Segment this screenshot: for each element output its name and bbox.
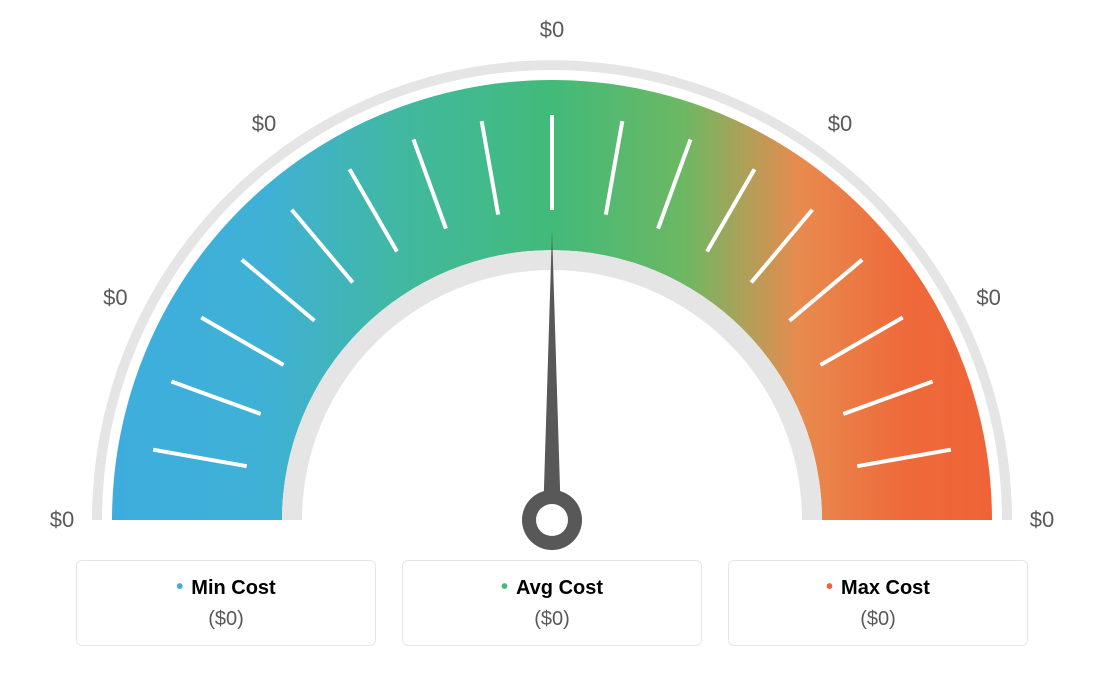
legend-label-avg: Avg Cost [516,577,603,599]
legend-value-min: ($0) [77,608,375,631]
gauge-tick-label: $0 [540,17,564,43]
dot-icon-max: • [826,577,833,597]
legend-label-max: Max Cost [841,577,930,599]
gauge-tick-label: $0 [252,111,276,137]
gauge-chart: $0 $0 $0 $0 $0 $0 $0 [0,0,1104,560]
legend-value-max: ($0) [729,608,1027,631]
dot-icon-min: • [176,577,183,597]
legend-card-avg: • Avg Cost ($0) [402,560,702,646]
gauge-tick-label: $0 [828,111,852,137]
legend-value-avg: ($0) [403,608,701,631]
legend-title-avg: • Avg Cost [403,577,701,600]
gauge-tick-label: $0 [1030,507,1054,533]
legend-title-min: • Min Cost [77,577,375,600]
legend-card-max: • Max Cost ($0) [728,560,1028,646]
gauge-tick-label: $0 [103,285,127,311]
gauge-tick-label: $0 [976,285,1000,311]
dot-icon-avg: • [501,577,508,597]
legend-row: • Min Cost ($0) • Avg Cost ($0) • Max Cost … [0,560,1104,646]
legend-title-max: • Max Cost [729,577,1027,600]
legend-label-min: Min Cost [191,577,275,599]
legend-card-min: • Min Cost ($0) [76,560,376,646]
gauge-tick-label: $0 [50,507,74,533]
gauge-svg [0,0,1104,560]
